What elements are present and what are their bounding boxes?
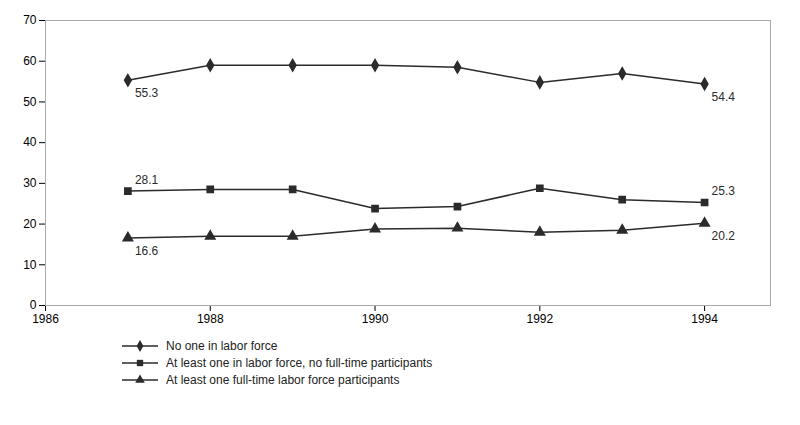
svg-text:25.3: 25.3 (712, 184, 736, 198)
svg-text:10: 10 (23, 258, 37, 272)
svg-text:1988: 1988 (197, 312, 224, 326)
svg-text:60: 60 (23, 54, 37, 68)
svg-text:1994: 1994 (691, 312, 718, 326)
html-text:No one in labor force: No one in labor force (166, 339, 278, 353)
svg-text:1986: 1986 (32, 312, 59, 326)
svg-text:20: 20 (23, 217, 37, 231)
svg-text:0: 0 (30, 298, 37, 312)
svg-text:20.2: 20.2 (712, 229, 736, 243)
svg-text:70: 70 (23, 13, 37, 27)
html-text:At least one in labor force, n: At least one in labor force, no full-tim… (166, 356, 433, 370)
svg-text:28.1: 28.1 (135, 173, 159, 187)
svg-text:1992: 1992 (526, 312, 553, 326)
svg-text:1990: 1990 (362, 312, 389, 326)
svg-text:54.4: 54.4 (712, 90, 736, 104)
svg-text:30: 30 (23, 176, 37, 190)
svg-text:50: 50 (23, 95, 37, 109)
html-text:At least one full-time labor f: At least one full-time labor force parti… (166, 373, 400, 387)
svg-text:40: 40 (23, 135, 37, 149)
svg-text:16.6: 16.6 (135, 244, 159, 258)
svg-text:55.3: 55.3 (135, 86, 159, 100)
